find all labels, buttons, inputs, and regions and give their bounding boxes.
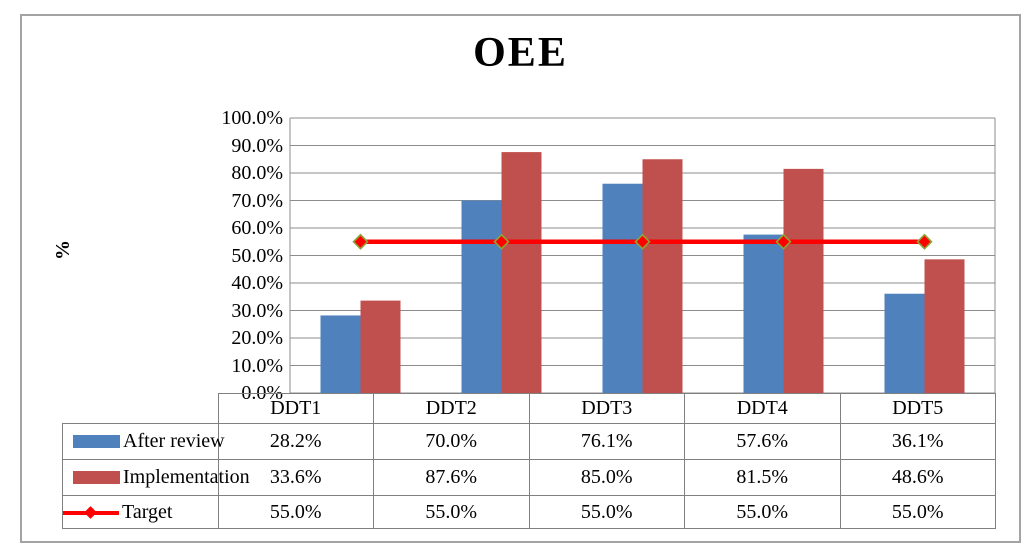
bar-after-review-ddt4 [743, 234, 784, 393]
legend-label: Target [122, 500, 173, 523]
category-header: DDT5 [839, 393, 996, 424]
value-cell-target-ddt3: 55.0% [528, 495, 685, 529]
category-header-row: DDT1 DDT2 DDT3 DDT4 DDT5 [63, 393, 996, 424]
table-row: After review 28.2% 70.0% 76.1% 57.6% 36.1% [62, 423, 996, 460]
category-header: DDT1 [217, 393, 374, 424]
table-row: Implementation 33.6% 87.6% 85.0% 81.5% 48.6% [62, 459, 996, 496]
legend-swatch-icon [73, 435, 120, 448]
table-row: Target 55.0% 55.0% 55.0% 55.0% 55.0% [62, 495, 996, 529]
value-cell-implementation-ddt5: 48.6% [839, 459, 996, 496]
legend-label: After review [123, 430, 225, 452]
y-tick-label: 40.0% [231, 272, 283, 294]
value-cell-target-ddt4: 55.0% [684, 495, 841, 529]
category-header: DDT3 [528, 393, 685, 424]
value-cell-after-review-ddt4: 57.6% [684, 423, 841, 460]
y-tick-label: 90.0% [231, 134, 283, 157]
y-tick-label: 60.0% [231, 217, 283, 239]
legend-key-target: Target [62, 495, 219, 529]
bar-implementation-ddt2 [501, 152, 542, 393]
bar-implementation-ddt5 [924, 259, 965, 393]
bar-after-review-ddt1 [320, 315, 361, 393]
bar-after-review-ddt5 [884, 293, 925, 393]
bar-implementation-ddt1 [360, 300, 401, 393]
value-cell-implementation-ddt3: 85.0% [528, 459, 685, 496]
category-header: DDT4 [684, 393, 841, 424]
target-marker-ddt4 [775, 233, 792, 250]
table-corner-blank [63, 394, 219, 424]
y-tick-label: 70.0% [231, 189, 283, 212]
legend-key-implementation: Implementation [62, 459, 250, 496]
y-tick-label: 80.0% [231, 162, 283, 184]
value-cell-implementation-ddt4: 81.5% [684, 459, 841, 496]
value-cell-implementation-ddt2: 87.6% [373, 459, 530, 496]
y-tick-label: 100.0% [221, 107, 283, 129]
chart-title: OEE [473, 30, 568, 76]
y-tick-label: 50.0% [231, 244, 283, 267]
value-cell-after-review-ddt1: 28.2% [217, 423, 374, 460]
bar-after-review-ddt2 [461, 200, 502, 393]
value-cell-target-ddt2: 55.0% [373, 495, 530, 529]
target-marker-ddt1 [352, 233, 369, 250]
y-tick-label: 30.0% [231, 299, 283, 322]
value-cell-after-review-ddt5: 36.1% [839, 423, 996, 460]
category-header: DDT2 [373, 393, 530, 424]
value-cell-target-ddt1: 55.0% [217, 495, 374, 529]
y-tick-label: 20.0% [231, 327, 283, 349]
legend-label: Implementation [123, 466, 250, 488]
y-tick-label: 10.0% [231, 354, 283, 377]
bar-implementation-ddt3 [642, 159, 683, 393]
legend-line-marker-icon [63, 505, 119, 520]
legend-swatch-icon [73, 471, 120, 484]
value-cell-after-review-ddt2: 70.0% [373, 423, 530, 460]
bar-implementation-ddt4 [783, 168, 824, 393]
value-cell-after-review-ddt3: 76.1% [528, 423, 685, 460]
y-axis-tick-labels: 100.0% 90.0% 80.0% 70.0% 60.0% 50.0% 40.0% 30.0… [140, 0, 283, 554]
data-table: DDT1 DDT2 DDT3 DDT4 DDT5 After review 28.2% 70.… [62, 393, 996, 529]
target-marker-ddt5 [916, 233, 933, 250]
target-marker-ddt2 [493, 233, 510, 250]
legend-key-after-review: After review [62, 423, 225, 460]
bar-after-review-ddt3 [602, 183, 643, 393]
target-marker-ddt3 [634, 233, 651, 250]
value-cell-target-ddt5: 55.0% [839, 495, 996, 529]
